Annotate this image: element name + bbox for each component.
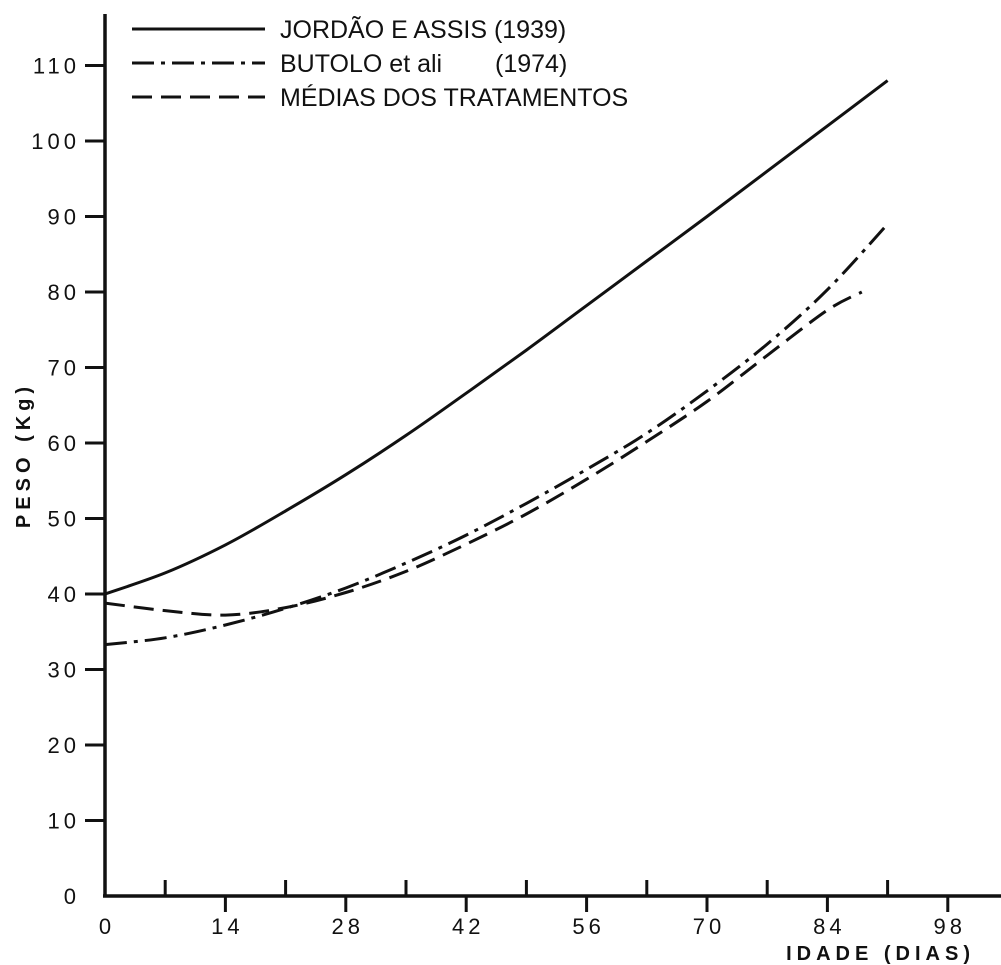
x-tick-label-70: 70 bbox=[693, 914, 725, 939]
x-tick-label-28: 28 bbox=[332, 914, 364, 939]
tick-labels: 0 10 20 30 40 50 60 70 80 90 100 110 0 14 28 42 56 70 84 98 bbox=[31, 54, 966, 940]
tick-marks bbox=[85, 64, 950, 912]
x-axis-title: IDADE (DIAS) bbox=[786, 943, 975, 965]
y-tick-label-70: 70 bbox=[48, 356, 80, 381]
x-tick-label-84: 84 bbox=[813, 914, 845, 939]
series-line-1 bbox=[104, 79, 889, 596]
y-tick-label-50: 50 bbox=[48, 507, 80, 532]
y-tick-label-100: 100 bbox=[31, 129, 80, 154]
y-tick-label-20: 20 bbox=[48, 733, 80, 758]
y-tick-label-60: 60 bbox=[48, 431, 80, 456]
series-lines bbox=[104, 79, 889, 647]
x-tick-label-98: 98 bbox=[934, 914, 966, 939]
y-tick-label-80: 80 bbox=[48, 280, 80, 305]
series-line-2 bbox=[104, 223, 889, 647]
legend-label-2-year: (1974) bbox=[495, 50, 567, 78]
legend-label-1: JORDÃO E ASSIS (1939) bbox=[280, 15, 566, 44]
y-tick-label-90: 90 bbox=[48, 205, 80, 230]
y-tick-label-0: 0 bbox=[64, 884, 80, 909]
series-line-3 bbox=[104, 290, 863, 617]
legend: JORDÃO E ASSIS (1939) BUTOLO et ali (1974)… bbox=[132, 15, 628, 112]
y-tick-label-30: 30 bbox=[48, 658, 80, 683]
x-tick-label-14: 14 bbox=[211, 914, 243, 939]
y-tick-label-10: 10 bbox=[48, 809, 80, 834]
y-tick-label-40: 40 bbox=[48, 582, 80, 607]
legend-label-3: MÉDIAS DOS TRATAMENTOS bbox=[280, 83, 628, 112]
x-tick-label-56: 56 bbox=[572, 914, 604, 939]
x-tick-label-42: 42 bbox=[452, 914, 484, 939]
x-tick-label-0: 0 bbox=[99, 914, 115, 939]
y-tick-label-110: 110 bbox=[33, 54, 80, 79]
y-axis-title: PESO (Kg) bbox=[13, 382, 35, 528]
axes bbox=[103, 14, 1001, 898]
legend-label-2: BUTOLO et ali bbox=[280, 50, 442, 78]
